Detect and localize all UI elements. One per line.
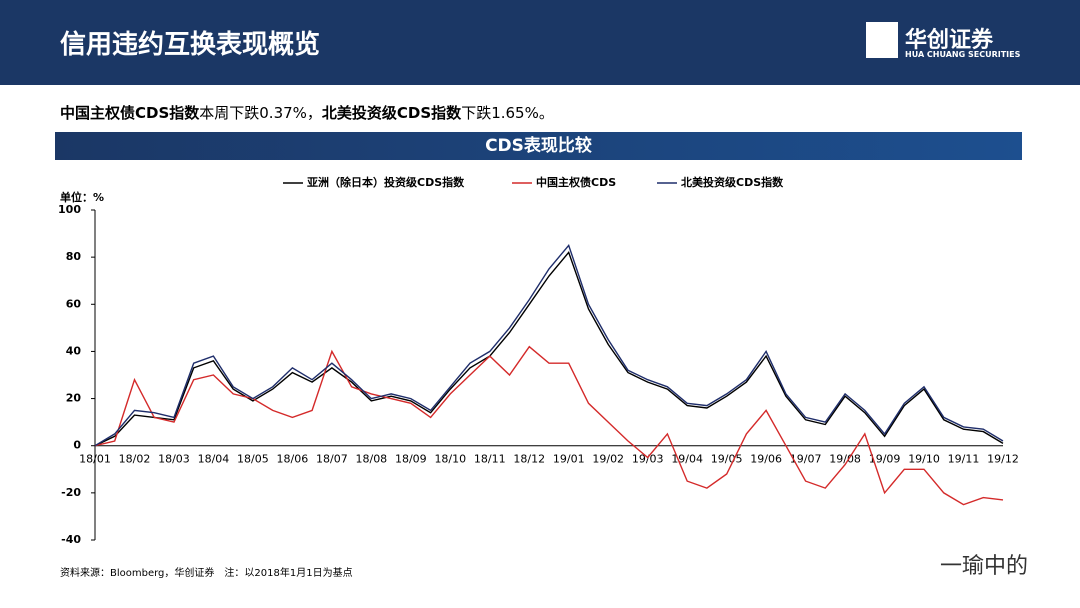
summary: 中国主权债CDS指数本周下跌0.37%，北美投资级CDS指数下跌1.65%。: [60, 102, 554, 123]
x-tick-label: 18/02: [119, 453, 151, 466]
y-axis-label: 单位：%: [60, 190, 104, 204]
x-tick-label: 18/08: [355, 453, 387, 466]
x-tick-label: 19/12: [987, 453, 1019, 466]
header-bar: 信用违约互换表现概览 华创证券 HUA CHUANG SECURITIES: [0, 0, 1080, 85]
x-tick-label: 18/06: [277, 453, 309, 466]
x-tick-label: 19/02: [592, 453, 624, 466]
series-line: [94, 345, 1004, 506]
y-tick-label: 80: [66, 250, 82, 263]
x-tick-label: 19/10: [908, 453, 940, 466]
x-tick-label: 18/10: [434, 453, 466, 466]
series-line: [94, 251, 1004, 447]
summary-part: 中国主权债CDS指数: [60, 104, 200, 122]
x-tick-label: 19/03: [632, 453, 664, 466]
y-tick-label: 0: [73, 439, 81, 452]
y-tick-label: 60: [66, 297, 82, 310]
y-tick-label: 40: [66, 344, 82, 357]
logo-text: 华创证券: [905, 28, 994, 53]
header-title: 信用违约互换表现概览: [60, 30, 321, 60]
legend-label: 中国主权债CDS: [536, 175, 616, 189]
summary-part: 本周下跌0.37%，: [199, 104, 322, 122]
x-tick-label: 18/04: [198, 453, 230, 466]
summary-part: 北美投资级CDS指数: [321, 104, 462, 122]
chart-title: CDS表现比较: [55, 132, 1022, 160]
logo-subtext: HUA CHUANG SECURITIES: [905, 50, 1021, 59]
x-tick-label: 19/08: [829, 453, 861, 466]
x-tick-label: 18/09: [395, 453, 427, 466]
x-tick-label: 19/11: [948, 453, 980, 466]
x-tick-label: 19/06: [750, 453, 782, 466]
x-tick-label: 19/09: [869, 453, 901, 466]
x-tick-label: 18/05: [237, 453, 269, 466]
x-tick-label: 18/01: [79, 453, 111, 466]
legend-label: 北美投资级CDS指数: [681, 175, 784, 189]
chart: 单位：% -40 -20 0 20 40 60 80 100 18/01 18/02 18/03 18/…: [58, 175, 1019, 546]
y-tick-label: 100: [58, 203, 81, 216]
x-tick-label: 18/12: [513, 453, 545, 466]
x-tick-label: 18/03: [158, 453, 190, 466]
watermark: 一瑜中的: [940, 554, 1029, 579]
y-tick-label: -40: [61, 533, 81, 546]
x-tick-label: 19/05: [711, 453, 743, 466]
x-tick-label: 18/11: [474, 453, 506, 466]
source-note: 资料来源：Bloomberg，华创证券 注：以2018年1月1日为基点: [60, 568, 353, 579]
x-tick-label: 18/07: [316, 453, 348, 466]
logo-icon: [866, 22, 898, 58]
legend-label: 亚洲（除日本）投资级CDS指数: [307, 175, 465, 189]
summary-part: 下跌1.65%。: [461, 104, 554, 122]
y-tick-label: -20: [61, 486, 81, 499]
x-tick-label: 19/01: [553, 453, 585, 466]
y-tick-label: 20: [66, 392, 82, 405]
series-line: [94, 243, 1004, 447]
x-tick-label: 19/07: [790, 453, 822, 466]
